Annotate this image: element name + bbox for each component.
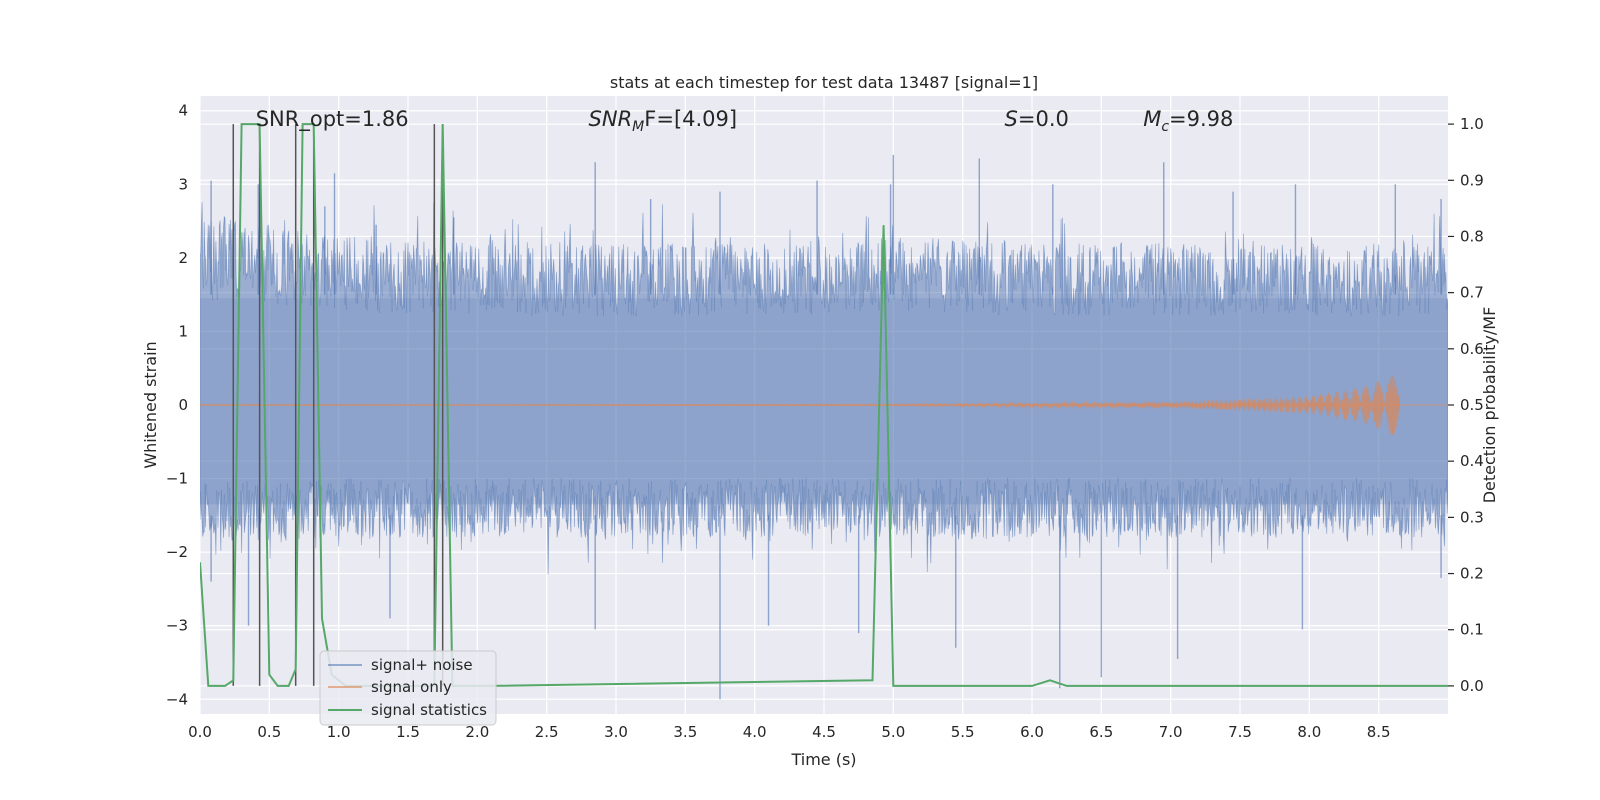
x-tick-label-12: 6.0 bbox=[1020, 723, 1044, 741]
x-tick-label-6: 3.0 bbox=[604, 723, 628, 741]
y2-tick-label-3: 0.7 bbox=[1460, 284, 1484, 302]
legend-label-signal-only: signal only bbox=[371, 678, 452, 696]
legend-box bbox=[319, 650, 497, 726]
y-tick-label-6: −2 bbox=[166, 543, 188, 561]
y2-tick-label-1: 0.9 bbox=[1460, 171, 1484, 189]
x-tick-label-5: 2.5 bbox=[535, 723, 559, 741]
x-tick-label-0: 0.0 bbox=[188, 723, 212, 741]
x-tick-label-13: 6.5 bbox=[1089, 723, 1113, 741]
y-tick-label-0: 4 bbox=[178, 102, 188, 120]
x-tick-label-8: 4.0 bbox=[743, 723, 767, 741]
y-tick-label-7: −3 bbox=[166, 617, 188, 635]
x-tick-label-9: 4.5 bbox=[812, 723, 836, 741]
y2-tick-label-7: 0.3 bbox=[1460, 508, 1484, 526]
y-tick-label-3: 1 bbox=[178, 322, 188, 340]
x-ticks: 0.0 0.5 1.0 1.5 2.0 2.5 3.0 3.5 4.0 4.5 5.0 5.5 6.0 6… bbox=[188, 723, 1391, 741]
y-tick-label-5: −1 bbox=[166, 470, 188, 488]
chart-title: stats at each timestep for test data 134… bbox=[610, 73, 1038, 92]
legend: signal+ noise signal only signal statist… bbox=[319, 650, 497, 726]
legend-label-signal-statistics: signal statistics bbox=[371, 701, 487, 719]
annotation-3: Mc=9.98 bbox=[1143, 107, 1233, 135]
y-tick-label-2: 2 bbox=[178, 249, 188, 267]
y-tick-label-8: −4 bbox=[166, 690, 188, 708]
y-axis-label: Whitened strain bbox=[141, 341, 160, 468]
x-tick-label-17: 8.5 bbox=[1367, 723, 1391, 741]
x-tick-label-3: 1.5 bbox=[396, 723, 420, 741]
y2-tick-label-4: 0.6 bbox=[1460, 340, 1484, 358]
annotations: SNR_opt=1.86 SNRMF=[4.09] S=0.0 Mc=9.98 bbox=[256, 107, 1234, 135]
legend-label-signal-noise: signal+ noise bbox=[371, 656, 473, 674]
x-tick-label-2: 1.0 bbox=[327, 723, 351, 741]
y2-axis-label: Detection probability/MF bbox=[1480, 307, 1499, 504]
x-tick-label-15: 7.5 bbox=[1228, 723, 1252, 741]
y2-tick-label-6: 0.4 bbox=[1460, 452, 1484, 470]
y-tick-label-4: 0 bbox=[178, 396, 188, 414]
x-tick-label-4: 2.0 bbox=[465, 723, 489, 741]
noise-band bbox=[200, 202, 1448, 578]
x-tick-label-14: 7.0 bbox=[1159, 723, 1183, 741]
y-tick-label-1: 3 bbox=[178, 175, 188, 193]
series-signal-only bbox=[200, 375, 1448, 435]
x-tick-label-16: 8.0 bbox=[1297, 723, 1321, 741]
y-ticks: 4 3 2 1 0 −1 −2 −3 −4 bbox=[166, 102, 188, 709]
x-tick-label-11: 5.5 bbox=[951, 723, 975, 741]
annotation-2: S=0.0 bbox=[1005, 107, 1069, 131]
y2-ticks: 1.0 0.9 0.8 0.7 0.6 0.5 0.4 0.3 0.2 0.1 0.0 bbox=[1448, 115, 1484, 695]
x-tick-label-1: 0.5 bbox=[257, 723, 281, 741]
y2-tick-label-0: 1.0 bbox=[1460, 115, 1484, 133]
y2-tick-label-9: 0.1 bbox=[1460, 621, 1484, 639]
y2-tick-label-2: 0.8 bbox=[1460, 227, 1484, 245]
annotation-0: SNR_opt=1.86 bbox=[256, 107, 409, 132]
y2-tick-label-5: 0.5 bbox=[1460, 396, 1484, 414]
annotation-1: SNRMF=[4.09] bbox=[589, 107, 738, 135]
y2-tick-label-8: 0.2 bbox=[1460, 565, 1484, 583]
x-axis-label: Time (s) bbox=[790, 750, 856, 769]
x-tick-label-7: 3.5 bbox=[673, 723, 697, 741]
x-tick-label-10: 5.0 bbox=[881, 723, 905, 741]
y2-tick-label-10: 0.0 bbox=[1460, 677, 1484, 695]
